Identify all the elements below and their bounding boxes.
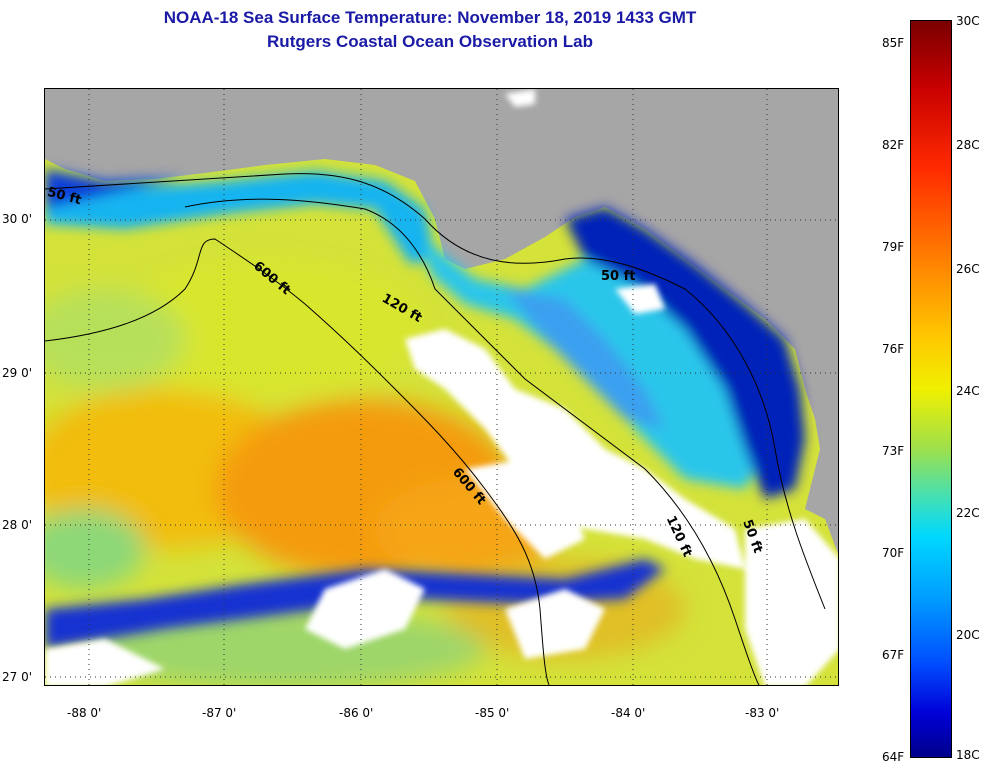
sst-field [45, 259, 685, 685]
colorbar-f-64: 64F [882, 750, 905, 764]
colorbar-f-67: 67F [882, 648, 905, 662]
colorbar-f-82: 82F [882, 138, 905, 152]
lon-label-85: -85 0' [475, 706, 510, 720]
colorbar-f-85: 85F [882, 36, 905, 50]
lon-label-86: -86 0' [339, 706, 374, 720]
lat-label-27: 27 0' [2, 670, 33, 684]
colorbar-f-73: 73F [882, 444, 905, 458]
lat-label-28: 28 0' [2, 518, 33, 532]
lon-label-88: -88 0' [67, 706, 102, 720]
lat-label-30: 30 0' [2, 212, 33, 226]
colorbar-f-70: 70F [882, 546, 905, 560]
colorbar-c-28: 28C [956, 138, 980, 152]
depth-contours [45, 173, 826, 685]
colorbar-f-79: 79F [882, 240, 905, 254]
lat-label-29: 29 0' [2, 366, 33, 380]
colorbar-c-20: 20C [956, 628, 980, 642]
colorbar-f-76: 76F [882, 342, 905, 356]
colorbar-c-26: 26C [956, 262, 980, 276]
colorbar-c-24: 24C [956, 384, 980, 398]
lon-label-87: -87 0' [202, 706, 237, 720]
colorbar-c-30: 30C [956, 14, 980, 28]
colorbar-c-22: 22C [956, 506, 980, 520]
sst-map: 50 ft 600 ft 120 ft 50 ft 600 ft 120 ft … [44, 88, 839, 686]
lon-label-84: -84 0' [611, 706, 646, 720]
cloud-cover [45, 89, 838, 685]
sst-map-canvas [45, 89, 838, 685]
map-title: NOAA-18 Sea Surface Temperature: Novembe… [163, 8, 697, 27]
temperature-colorbar [910, 20, 952, 758]
colorbar-c-18: 18C [956, 748, 980, 762]
contour-label-50ft-east: 50 ft [601, 269, 636, 284]
lon-label-83: -83 0' [745, 706, 780, 720]
map-subtitle: Rutgers Coastal Ocean Observation Lab [267, 32, 593, 51]
